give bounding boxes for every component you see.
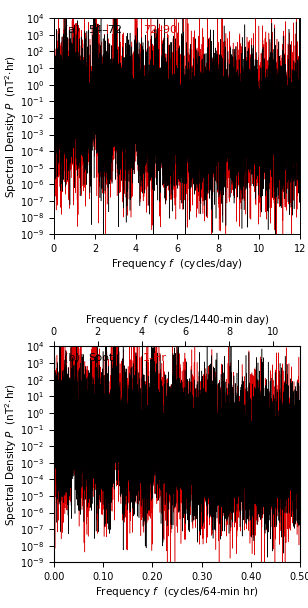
Y-axis label: Spectral Density $\mathit{P}$  (nT$^2$$\cdot$hr): Spectral Density $\mathit{P}$ (nT$^2$$\c… <box>3 55 18 198</box>
X-axis label: Frequency $\mathit{f}$  (cycles/day): Frequency $\mathit{f}$ (cycles/day) <box>111 257 243 271</box>
Y-axis label: Spectral Density $\mathit{P}$  (nT$^2$$\cdot$hr): Spectral Density $\mathit{P}$ (nT$^2$$\c… <box>3 383 18 526</box>
Text: 54–72: 54–72 <box>88 25 122 35</box>
Text: (b): (b) <box>64 353 79 363</box>
Text: 1-Hr: 1-Hr <box>143 353 167 363</box>
X-axis label: Frequency $\mathit{f}$  (cycles/64-min hr): Frequency $\mathit{f}$ (cycles/64-min hr… <box>95 585 259 599</box>
Text: Spot: Spot <box>88 353 114 363</box>
Text: 72–90: 72–90 <box>143 25 176 35</box>
X-axis label: Frequency $\mathit{f}$  (cycles/1440-min day): Frequency $\mathit{f}$ (cycles/1440-min … <box>85 313 270 326</box>
Text: (a): (a) <box>64 25 79 35</box>
